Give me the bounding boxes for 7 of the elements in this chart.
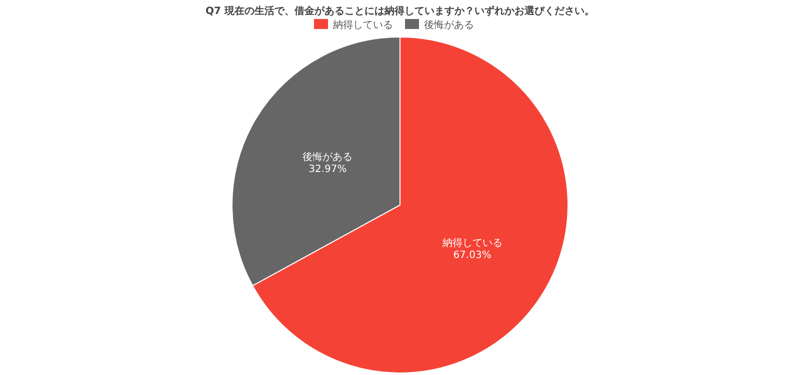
data-label: 32.97% bbox=[308, 164, 347, 176]
data-label: 67.03% bbox=[453, 250, 492, 261]
slice-label: 後悔がある bbox=[302, 151, 353, 164]
slice-label: 納得している bbox=[442, 236, 502, 249]
legend-label: 後悔がある bbox=[424, 19, 474, 31]
chart-title: Q7 現在の生活で、借金があることには納得していますか？いずれかお選びください。 bbox=[206, 5, 594, 17]
legend-label: 納得している bbox=[333, 19, 393, 31]
